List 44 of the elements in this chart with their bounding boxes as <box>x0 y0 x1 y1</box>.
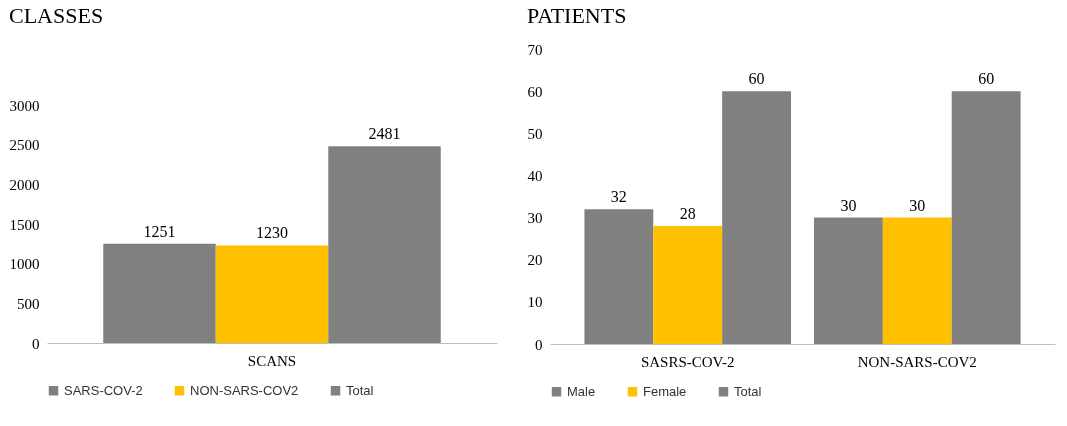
x-tick-label: SCANS <box>247 352 297 369</box>
chart-title: PATIENTS <box>527 3 627 28</box>
y-tick-label: 1000 <box>9 256 40 273</box>
y-tick-label: 2000 <box>9 176 40 193</box>
legend-label: Total <box>734 383 762 399</box>
bar <box>882 217 952 344</box>
legend-label: Male <box>567 383 596 399</box>
bar <box>653 226 723 344</box>
chart-title: CLASSES <box>9 3 104 28</box>
data-label: 30 <box>909 196 926 214</box>
bar <box>584 209 654 344</box>
data-label: 60 <box>978 70 995 88</box>
y-tick-label: 60 <box>527 83 543 100</box>
x-tick-label: NON-SARS-COV2 <box>857 353 977 370</box>
bar <box>722 91 792 344</box>
data-label: 32 <box>610 188 627 206</box>
y-tick-label: 500 <box>17 295 40 312</box>
legend-label: Total <box>346 382 374 398</box>
data-label: 2481 <box>368 125 401 143</box>
data-label: 1230 <box>256 224 288 242</box>
y-tick-label: 50 <box>527 125 543 142</box>
y-tick-label: 2500 <box>9 137 40 154</box>
y-tick-label: 10 <box>527 294 543 311</box>
y-tick-label: 1500 <box>9 216 40 233</box>
y-tick-label: 30 <box>527 210 543 227</box>
bar <box>215 245 329 343</box>
x-tick-label: SASRS-COV-2 <box>640 353 735 370</box>
bar <box>328 146 441 343</box>
y-tick-label: 20 <box>527 252 543 269</box>
y-tick-label: 70 <box>527 41 543 58</box>
legend-label: Female <box>643 383 687 399</box>
data-label: 60 <box>748 70 765 88</box>
bar <box>813 217 883 344</box>
data-label: 30 <box>840 196 857 214</box>
y-tick-label: 3000 <box>9 97 40 114</box>
y-tick-label: 0 <box>32 335 40 352</box>
bar <box>103 243 216 343</box>
data-label: 1251 <box>143 222 176 240</box>
legend-label: SARS-COV-2 <box>64 382 143 398</box>
data-label: 28 <box>679 205 696 222</box>
legend-label: NON-SARS-COV2 <box>190 382 299 398</box>
y-tick-label: 0 <box>535 336 543 353</box>
y-tick-label: 40 <box>527 167 543 184</box>
bar <box>951 91 1021 344</box>
